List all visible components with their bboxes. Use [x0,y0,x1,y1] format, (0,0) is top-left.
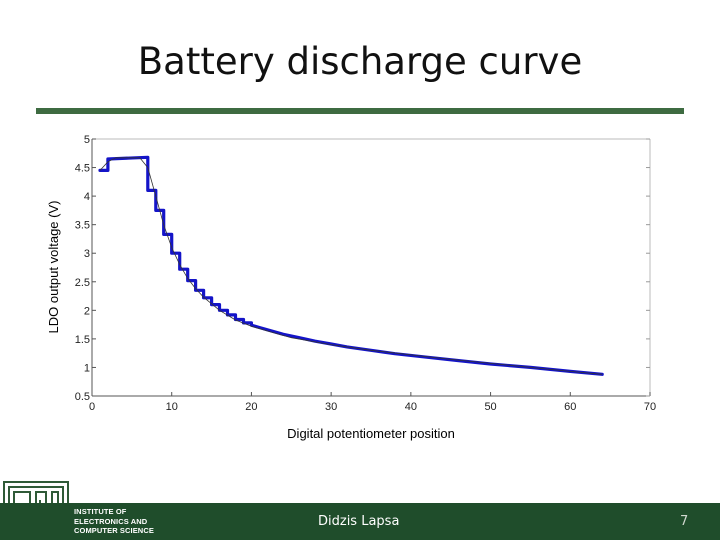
x-tick-label: 50 [484,401,496,413]
footer-bar [0,503,720,540]
chart-series [98,155,604,376]
institute-line: COMPUTER SCIENCE [74,526,154,535]
y-axis-label: LDO output voltage (V) [46,201,61,334]
y-tick-label: 3 [84,248,90,260]
x-tick-label: 40 [405,401,417,413]
title-divider [36,108,684,114]
institute-line: INSTITUTE OF [74,507,127,516]
chart-ticks: 0 10 20 30 40 50 60 70 0.5 1 1.5 2 2.5 3 3.5 4 4.5 5 [75,134,656,413]
chart-axes [91,138,651,397]
x-tick-label: 0 [89,401,95,413]
plot-area [92,139,650,396]
x-axis-label: Digital potentiometer position [287,426,455,441]
y-tick-label: 2.5 [75,277,90,289]
y-tick-label: 4 [84,191,90,203]
x-tick-label: 10 [166,401,178,413]
footer-author: Didzis Lapsa [318,514,400,529]
series-line-reference [99,157,603,375]
page-number: 7 [680,514,689,529]
institute-name: INSTITUTE OF ELECTRONICS AND COMPUTER SC… [74,507,154,536]
y-tick-label: 1.5 [75,334,90,346]
x-tick-label: 70 [644,401,656,413]
y-tick-label: 4.5 [75,163,90,175]
y-tick-label: 0.5 [75,391,90,403]
y-tick-label: 2 [84,305,90,317]
y-tick-label: 5 [84,134,90,146]
slide-title: Battery discharge curve [137,40,583,83]
x-tick-label: 60 [564,401,576,413]
discharge-chart: 0 10 20 30 40 50 60 70 0.5 1 1.5 2 2.5 3 3.5 4 4.5 5 Digi… [46,134,656,441]
x-tick-label: 20 [245,401,257,413]
y-tick-label: 1 [84,362,90,374]
y-tick-label: 3.5 [75,220,90,232]
x-tick-label: 30 [325,401,337,413]
institute-line: ELECTRONICS AND [74,516,148,526]
